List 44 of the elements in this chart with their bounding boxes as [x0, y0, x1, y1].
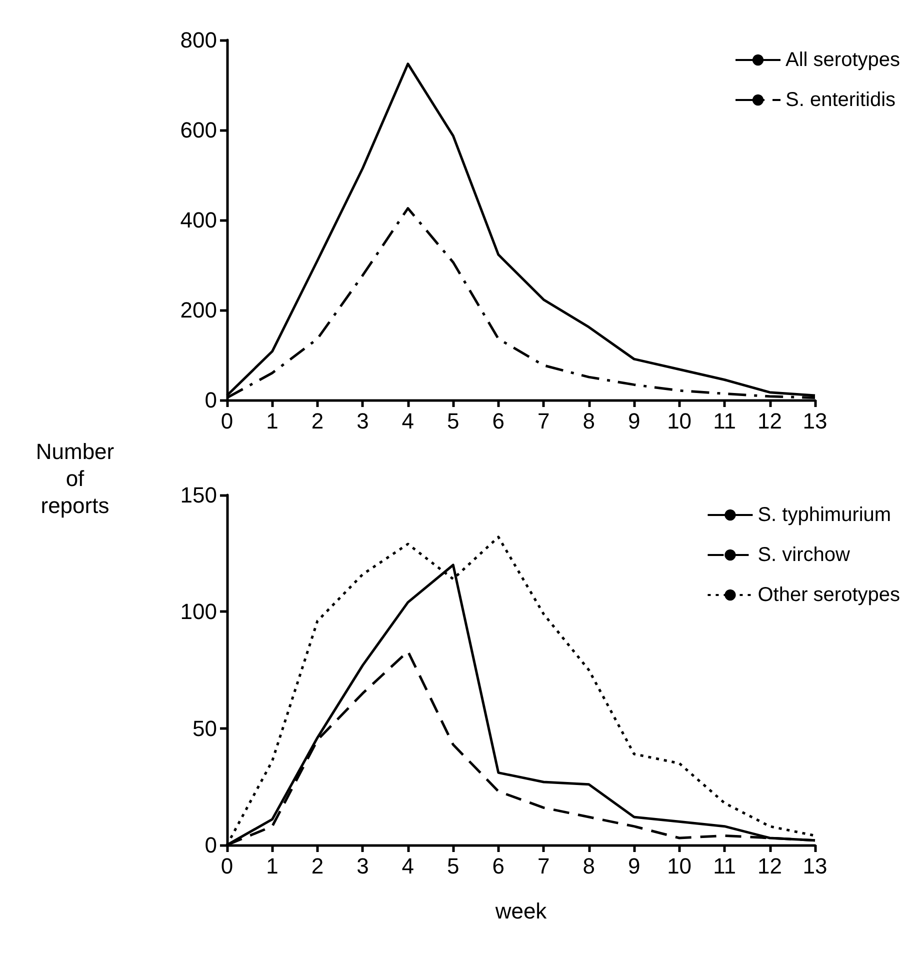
legend-label: S. typhimurium [758, 504, 892, 526]
x-tick-label: 5 [447, 408, 460, 434]
x-tick-label: 2 [311, 854, 324, 878]
legend-label: S. virchow [758, 544, 851, 566]
x-tick-label: 3 [356, 408, 369, 434]
x-tick-label: 4 [402, 408, 414, 434]
x-tick-label: 2 [311, 408, 324, 434]
y-tick-label: 200 [180, 298, 217, 322]
x-tick-label: 13 [802, 408, 828, 434]
x-tick-label: 1 [266, 854, 278, 878]
x-tick-label: 0 [220, 854, 234, 878]
x-tick-label: 0 [220, 408, 234, 434]
x-tick-label: 6 [492, 408, 505, 434]
y-tick-label: 600 [180, 118, 217, 142]
x-tick-label: 12 [758, 408, 782, 434]
x-tick-label: 6 [492, 854, 505, 878]
x-axis-title: week [494, 898, 548, 924]
x-tick-label: 13 [802, 854, 828, 878]
x-tick-label: 10 [667, 408, 692, 434]
x-tick-label: 8 [582, 408, 595, 434]
y-axis-title: Number of reports [34, 438, 116, 519]
y-tick-label: 0 [204, 832, 217, 858]
legend-label: S. enteritidis [786, 89, 896, 111]
y-tick-label: 150 [180, 482, 217, 508]
x-tick-label: 8 [582, 854, 595, 878]
x-tick-label: 7 [537, 408, 550, 434]
legend-label: Other serotypes [758, 584, 900, 606]
x-tick-label: 9 [628, 854, 640, 878]
legend-label: All serotypes [786, 49, 900, 71]
x-tick-label: 11 [713, 854, 736, 878]
y-tick-label: 400 [180, 208, 217, 232]
x-tick-label: 11 [713, 408, 736, 434]
y-tick-label: 100 [180, 599, 217, 624]
x-tick-label: 1 [266, 408, 278, 434]
y-tick-label: 50 [192, 716, 217, 741]
x-tick-label: 9 [628, 408, 640, 434]
x-tick-label: 3 [356, 854, 369, 878]
x-tick-label: 7 [537, 854, 550, 878]
x-tick-label: 5 [447, 854, 460, 878]
x-tick-label: 10 [667, 854, 692, 878]
y-tick-label: 800 [180, 28, 217, 52]
x-tick-label: 12 [758, 854, 782, 878]
y-tick-label: 0 [204, 388, 217, 412]
x-tick-label: 4 [402, 854, 414, 878]
